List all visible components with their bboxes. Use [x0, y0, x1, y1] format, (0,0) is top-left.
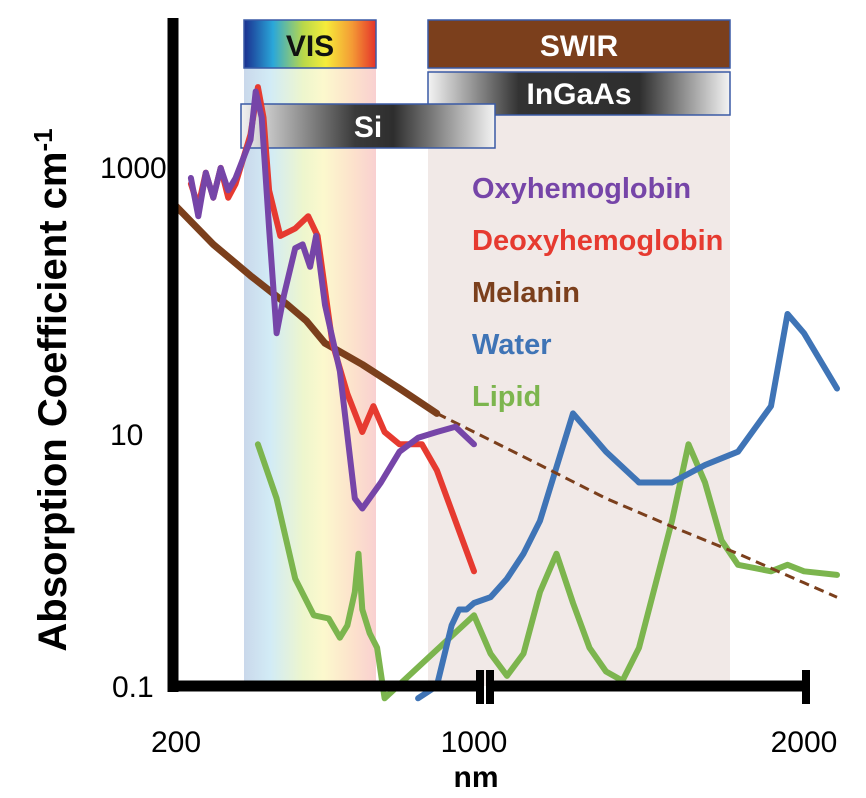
series-line-melanin — [172, 202, 441, 417]
swir-band-label: SWIR — [540, 30, 619, 63]
x-tick-label-2000: 2000 — [771, 726, 838, 759]
series-line-melanin-extrapolated — [436, 412, 838, 599]
y-tick-label-1000: 1000 — [100, 152, 167, 185]
x-tick-label-200: 200 — [151, 726, 201, 759]
si-band-bar — [240, 103, 496, 149]
ingaas-band-label: InGaAs — [526, 78, 631, 111]
series-layer — [172, 84, 840, 702]
legend-water: Water — [472, 329, 552, 361]
series-line-oxyhemoglobin — [187, 88, 477, 512]
y-axis-label: Absorption Coefficient cm-1 — [28, 128, 75, 651]
swir-band-bar — [427, 19, 731, 69]
x-axis-label: nm — [454, 761, 499, 794]
legend-lipid: Lipid — [472, 381, 541, 413]
y-axis-label-superscript: -1 — [28, 128, 58, 151]
y-tick-label-0.1: 0.1 — [112, 671, 154, 704]
series-line-lipid — [254, 441, 840, 702]
series-line-water — [415, 311, 840, 702]
y-axis-label-group: Absorption Coefficient cm-1 — [28, 128, 75, 651]
legend-melanin: Melanin — [472, 277, 580, 309]
vis-band-label: VIS — [286, 30, 334, 63]
legend-oxyhemoglobin: Oxyhemoglobin — [472, 173, 691, 205]
x-tick-label-1000: 1000 — [441, 726, 508, 759]
vis-band-bar — [243, 19, 377, 69]
y-axis-label-text: Absorption Coefficient cm — [31, 152, 75, 652]
legend-deoxyhemoglobin: Deoxyhemoglobin — [472, 225, 723, 257]
y-tick-label-10: 10 — [110, 419, 143, 452]
si-band-label: Si — [354, 111, 382, 144]
